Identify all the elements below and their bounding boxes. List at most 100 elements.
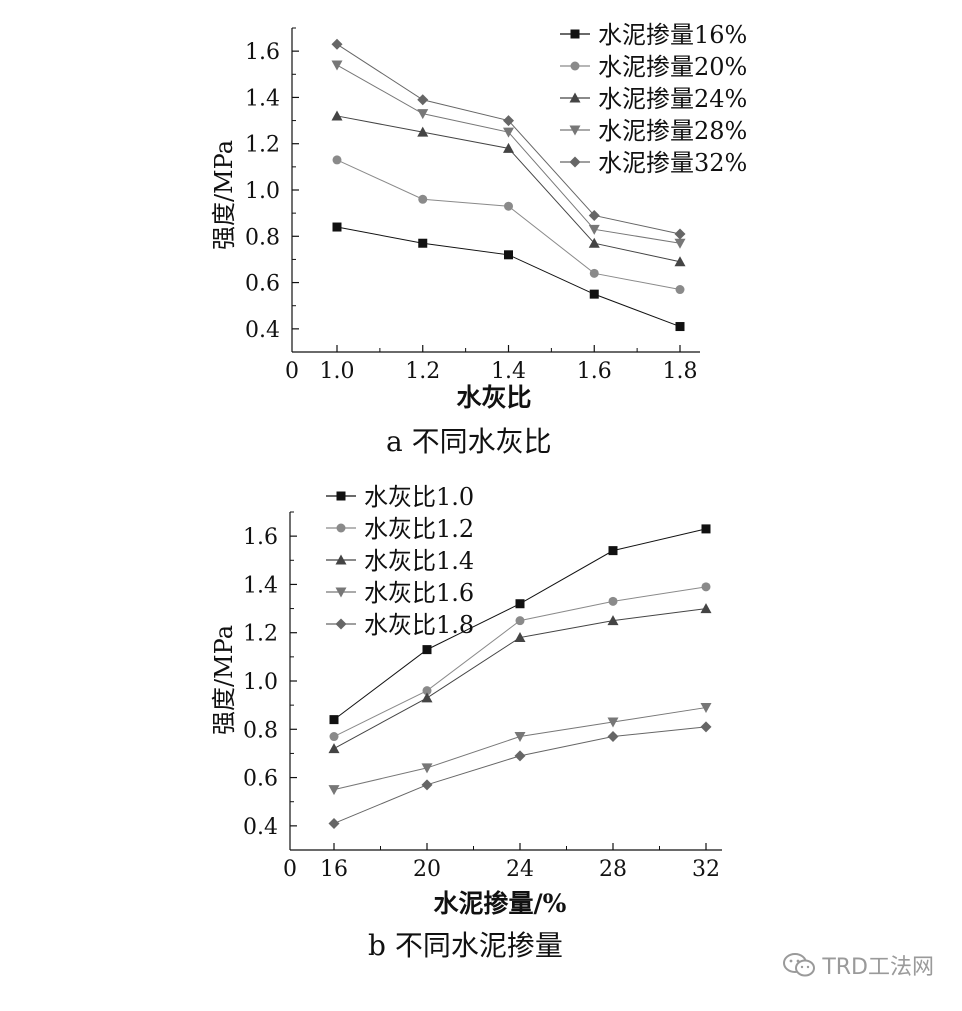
data-point <box>503 127 514 138</box>
data-point <box>417 94 429 106</box>
data-point <box>328 743 340 754</box>
series-1 <box>329 524 711 725</box>
series-line <box>336 226 681 328</box>
x-tick-label: 1.4 <box>491 359 526 384</box>
y-tick-label: 1.2 <box>245 133 280 158</box>
data-point <box>329 715 339 725</box>
data-point <box>589 268 599 278</box>
data-point <box>607 731 619 743</box>
legend-label: 水灰比1.0 <box>364 483 474 511</box>
legend-label: 水泥掺量24% <box>598 85 747 113</box>
data-point <box>421 763 433 774</box>
y-tick-label: 1.4 <box>245 86 280 111</box>
watermark-text: TRD工法网 <box>822 955 934 980</box>
series-line <box>333 586 707 737</box>
chart-a: 0 1.0 1.2 1.4 1.6 1.8 0.4 0.6 0.8 1.0 1.2 1.4 1.6 强度/… <box>210 21 747 412</box>
data-point <box>700 721 712 733</box>
data-point <box>504 250 513 260</box>
data-point <box>514 732 526 743</box>
legend-marker <box>569 156 581 168</box>
data-point <box>331 38 343 50</box>
legend-label: 水灰比1.4 <box>364 547 474 575</box>
series-3 <box>331 110 686 267</box>
y-tick-label: 1.4 <box>243 573 278 598</box>
data-point <box>328 785 340 796</box>
data-point <box>503 142 514 153</box>
data-point <box>504 201 513 211</box>
data-point <box>331 60 343 71</box>
data-point <box>608 546 618 556</box>
data-point <box>588 209 600 221</box>
legend-item-2: 水灰比1.2 <box>326 515 474 543</box>
x-axis-label: 水灰比 <box>456 383 531 412</box>
chart-a-caption: a 不同水灰比 <box>386 425 552 458</box>
legend-item-4: 水泥掺量28% <box>560 117 747 145</box>
legend-label: 水泥掺量20% <box>598 53 747 81</box>
data-point <box>421 692 433 703</box>
data-point <box>332 155 342 165</box>
x-tick-label: 28 <box>599 857 627 882</box>
data-point <box>332 222 342 232</box>
data-point <box>701 582 711 592</box>
y-tick-label: 1.0 <box>245 179 280 204</box>
series-4 <box>331 60 686 249</box>
data-point <box>421 779 433 791</box>
watermark: TRD工法网 <box>782 949 934 981</box>
data-point <box>675 322 685 332</box>
x-tick-label: 16 <box>320 857 348 882</box>
legend-item-4: 水灰比1.6 <box>326 579 474 607</box>
data-point <box>514 750 526 762</box>
legend-label: 水泥掺量32% <box>598 149 747 177</box>
data-point <box>607 615 619 626</box>
y-tick-label: 1.6 <box>243 525 278 550</box>
x-tick-label: 1.0 <box>320 359 355 384</box>
y-tick-label: 0.4 <box>243 815 278 840</box>
y-tick-label: 1.6 <box>245 40 280 65</box>
data-point <box>675 285 685 295</box>
data-point <box>329 732 339 742</box>
legend-marker <box>569 92 581 103</box>
x-tick-label: 20 <box>413 857 441 882</box>
data-point <box>418 194 428 204</box>
y-tick-label: 0.8 <box>245 225 280 250</box>
data-point <box>417 109 429 120</box>
data-point <box>515 616 525 626</box>
legend-item-5: 水灰比1.8 <box>326 611 474 639</box>
data-point <box>328 817 340 829</box>
legend-marker <box>569 125 581 136</box>
series-3 <box>328 603 712 754</box>
legend-marker <box>570 29 580 39</box>
data-point <box>674 228 686 240</box>
origin-label: 0 <box>285 359 299 384</box>
legend-marker <box>335 618 347 630</box>
legend-label: 水泥掺量16% <box>598 21 747 49</box>
x-tick-label: 1.2 <box>405 359 440 384</box>
legend-label: 水灰比1.2 <box>364 515 474 543</box>
y-tick-label: 0.6 <box>243 767 278 792</box>
wechat-icon <box>783 953 816 977</box>
legend-item-2: 水泥掺量20% <box>560 53 747 81</box>
series-line <box>336 159 681 291</box>
chart-b: 0 16 20 24 28 32 0.4 0.6 0.8 1.0 1.2 1.4 1.6 强度/MPa 水泥… <box>210 483 722 918</box>
data-point <box>422 645 432 655</box>
x-tick-label: 1.6 <box>577 359 612 384</box>
y-tick-label: 1.2 <box>243 622 278 647</box>
legend-marker <box>570 61 580 71</box>
data-point <box>514 632 526 643</box>
legend-label: 水泥掺量28% <box>598 117 747 145</box>
legend-item-3: 水灰比1.4 <box>326 547 474 575</box>
y-axis-label: 强度/MPa <box>210 625 238 735</box>
data-point <box>417 126 429 137</box>
series-2 <box>332 155 685 295</box>
series-line <box>333 707 707 791</box>
origin-label: 0 <box>283 857 297 882</box>
data-point <box>331 110 343 121</box>
legend-label: 水灰比1.6 <box>364 579 474 607</box>
series-5 <box>331 38 686 240</box>
data-point <box>674 256 686 267</box>
legend-item-1: 水泥掺量16% <box>560 21 747 49</box>
y-tick-label: 0.8 <box>243 718 278 743</box>
y-tick-label: 0.6 <box>245 272 280 297</box>
data-point <box>418 238 428 248</box>
legend-item-3: 水泥掺量24% <box>560 85 747 113</box>
